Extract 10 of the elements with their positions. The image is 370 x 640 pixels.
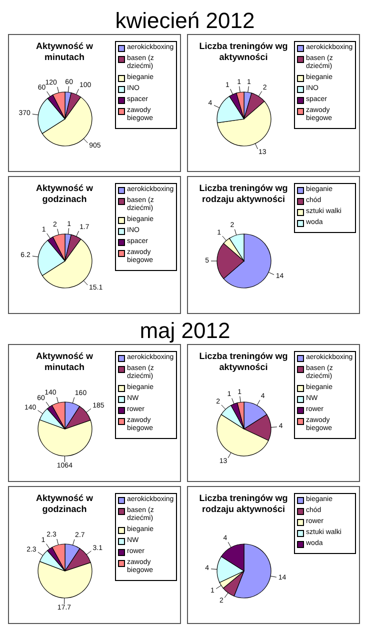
text: Liczba treningów wg rodzaju aktywności bbox=[198, 183, 289, 205]
text: Liczba treningów wg aktywności bbox=[198, 41, 289, 63]
text: Liczba treningów wg aktywności bbox=[198, 351, 289, 373]
text: Aktywność w godzinach bbox=[34, 493, 94, 515]
text: Aktywność w godzinach bbox=[34, 183, 94, 205]
text: kwiecień 2012 bbox=[114, 8, 256, 34]
text: Aktywność w minutach bbox=[34, 41, 94, 63]
text: maj 2012 bbox=[138, 318, 232, 344]
text: Liczba treningów wg rodzaju aktywności bbox=[198, 493, 289, 515]
text: Aktywność w minutach bbox=[34, 351, 94, 373]
